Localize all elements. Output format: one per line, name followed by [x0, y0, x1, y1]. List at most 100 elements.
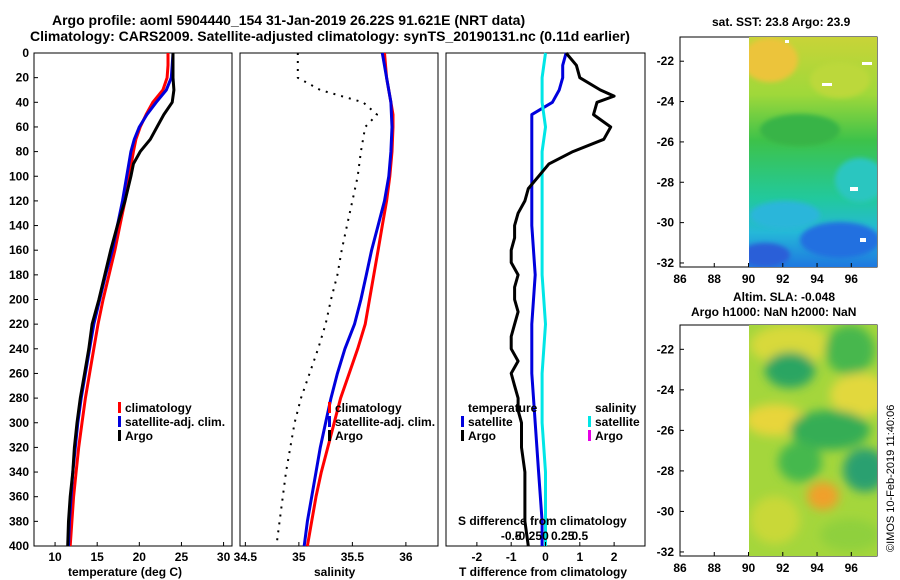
title-line-1: Argo profile: aoml 5904440_154 31-Jan-20…	[52, 12, 526, 28]
map-y-tick-label: -32	[657, 256, 675, 270]
map-x-tick-label: 96	[845, 272, 859, 286]
s-diff-tick-label: 0	[542, 529, 549, 543]
diff-legend-swatch-s-argo	[588, 430, 591, 441]
depth-tick-label: 160	[9, 243, 29, 257]
depth-tick-label: 80	[16, 145, 30, 159]
map-y-tick-label: -28	[657, 175, 675, 189]
x-tick-label: 35.5	[341, 550, 365, 564]
x-tick-label: 35	[292, 550, 306, 564]
series-line-argo	[66, 53, 176, 547]
sst-map-image	[749, 37, 877, 267]
depth-tick-label: 20	[16, 71, 30, 85]
depth-tick-label: 100	[9, 169, 29, 183]
diff-legend-swatch-t-satellite	[461, 416, 464, 427]
diff-legend-label-s-argo: Argo	[595, 429, 623, 443]
series-line-climatology	[68, 53, 170, 547]
legend-label-argo: Argo	[125, 429, 153, 443]
legend-swatch-satellite	[118, 416, 121, 427]
map-x-tick-label: 88	[708, 272, 722, 286]
depth-tick-label: 180	[9, 268, 29, 282]
depth-tick-label: 220	[9, 317, 29, 331]
x-tick-label: 1	[576, 550, 583, 564]
diff-legend-swatch-t-argo	[461, 430, 464, 441]
sla-map-subtitle: Argo h1000: NaN h2000: NaN	[691, 305, 856, 319]
sla-map-axes: 86 88 90 92 94 96 -22 -24 -26 -28 -30 -32	[657, 342, 859, 575]
diff-legend-label-s-satellite: satellite	[595, 415, 640, 429]
x-tick-label: 0	[542, 550, 549, 564]
sst-map-axes: 86 88 90 92 94 96 -22 -24 -26 -28 -30 -32	[657, 54, 859, 286]
map-y-tick-label: -24	[657, 95, 675, 109]
diff-legend-title-salinity: salinity	[595, 401, 637, 415]
footer-credit: ©IMOS 10-Feb-2019 11:40:06	[885, 404, 897, 552]
title-line-2: Climatology: CARS2009. Satellite-adjuste…	[30, 28, 630, 44]
map-y-tick-label: -24	[657, 383, 675, 397]
depth-tick-label: 260	[9, 366, 29, 380]
diff-legend-label-t-satellite: satellite	[468, 415, 513, 429]
temperature-panel-frame	[33, 52, 233, 547]
temperature-legend: climatology satellite-adj. clim. Argo	[118, 401, 225, 443]
temperature-axis-label: temperature (deg C)	[68, 565, 182, 579]
sal-legend-label-climatology: climatology	[335, 401, 402, 415]
map-x-tick-label: 90	[742, 272, 756, 286]
depth-tick-label: 0	[22, 46, 29, 60]
x-tick-label: 36	[399, 550, 413, 564]
series-line-satellite-s	[540, 52, 547, 546]
x-tick-label: 2	[611, 550, 618, 564]
map-x-tick-label: 92	[776, 272, 790, 286]
t-difference-axis-label: T difference from climatology	[459, 565, 627, 579]
map-y-tick-label: -32	[657, 545, 675, 559]
s-diff-tick-label: 0.25	[551, 529, 575, 543]
series-line-climatology	[305, 52, 395, 547]
sal-legend-swatch-argo	[328, 430, 331, 441]
depth-tick-label: 240	[9, 342, 29, 356]
sal-legend-swatch-satellite	[328, 416, 331, 427]
temperature-series	[66, 52, 176, 547]
map-x-tick-label: 96	[845, 561, 859, 575]
difference-series	[509, 52, 616, 547]
x-tick-label: 10	[48, 550, 62, 564]
series-line-satellite-t	[530, 52, 568, 546]
sal-legend-label-satellite: satellite-adj. clim.	[335, 415, 435, 429]
legend-swatch-climatology	[118, 402, 121, 413]
depth-tick-label: 60	[16, 120, 30, 134]
salinity-x-axis: 34.5 35 35.5 36	[234, 542, 413, 564]
map-x-tick-label: 94	[810, 561, 824, 575]
map-y-tick-label: -28	[657, 464, 675, 478]
map-y-tick-label: -22	[657, 342, 675, 356]
map-x-tick-label: 90	[742, 561, 756, 575]
diff-legend-title-temperature: temperature	[468, 401, 538, 415]
sla-map-title: Altim. SLA: -0.048	[733, 290, 835, 304]
depth-tick-label: 300	[9, 416, 29, 430]
legend-label-climatology: climatology	[125, 401, 192, 415]
x-tick-label: -2	[472, 550, 483, 564]
depth-tick-label: 400	[9, 539, 29, 553]
x-tick-label: -1	[506, 550, 517, 564]
depth-tick-label: 120	[9, 194, 29, 208]
x-tick-label: 20	[133, 550, 147, 564]
map-x-tick-label: 88	[708, 561, 722, 575]
difference-legend: temperature satellite Argo salinity sate…	[461, 401, 640, 443]
series-line-argo	[275, 53, 378, 547]
depth-tick-label: 320	[9, 440, 29, 454]
diff-legend-swatch-s-satellite	[588, 416, 591, 427]
x-tick-label: 30	[217, 550, 231, 564]
depth-tick-label: 340	[9, 465, 29, 479]
diff-legend-label-t-argo: Argo	[468, 429, 496, 443]
salinity-panel-frame	[239, 52, 439, 547]
sal-legend-label-argo: Argo	[335, 429, 363, 443]
salinity-legend: climatology satellite-adj. clim. Argo	[328, 401, 435, 443]
sal-legend-swatch-climatology	[328, 402, 331, 413]
series-line-argo-t	[509, 52, 616, 547]
depth-tick-label: 360	[9, 490, 29, 504]
depth-tick-label: 140	[9, 219, 29, 233]
map-y-tick-label: -22	[657, 54, 675, 68]
depth-tick-label: 280	[9, 391, 29, 405]
difference-s-axis: -0.5-0.25 0 0.250.5	[501, 529, 589, 543]
legend-swatch-argo	[118, 430, 121, 441]
map-x-tick-label: 92	[776, 561, 790, 575]
x-tick-label: 25	[175, 550, 189, 564]
sla-map-image	[749, 325, 877, 556]
s-diff-tick-label: -0.25	[515, 529, 543, 543]
x-tick-label: 15	[91, 550, 105, 564]
